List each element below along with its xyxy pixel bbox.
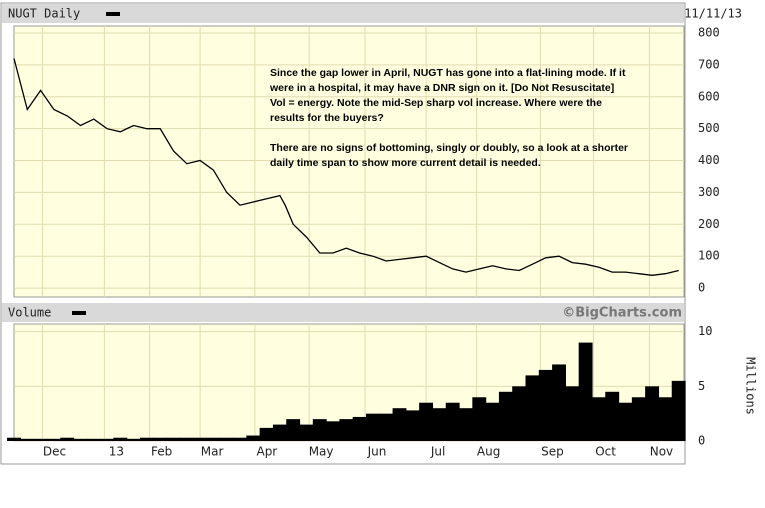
x-tick-label: 13 [109,445,124,459]
volume-bar [233,437,247,441]
volume-bar [498,391,513,441]
volume-bar [206,437,221,441]
x-tick-label: Nov [650,445,673,459]
volume-bar [219,437,234,441]
volume-bar [525,375,540,441]
volume-bar [126,438,141,441]
volume-bar [73,438,88,441]
price-plot [13,25,685,298]
volume-bar [671,380,686,441]
volume-bar [166,437,181,441]
volume-bar [33,438,48,441]
y-tick-label: 800 [698,26,720,40]
x-tick-label: Feb [151,445,172,459]
annotation: Since the gap lower in April, NUGT has g… [270,67,626,79]
volume-bar [153,437,168,441]
volume-bar [658,397,673,441]
volume-bar [286,419,301,441]
volume-bar [485,402,500,441]
volume-bar [100,438,115,441]
y-tick-label: 0 [698,434,705,448]
volume-bar [512,386,527,441]
volume-bar [565,386,580,441]
price-line [13,58,679,276]
volume-bar [432,408,447,441]
x-tick-label: Apr [256,445,277,459]
date-label: 11/11/13 [684,7,742,21]
x-tick-label: Dec [43,445,66,459]
volume-bar [618,402,633,441]
volume-bar [631,397,646,441]
volume-bar [419,402,434,441]
volume-bar [86,438,101,441]
x-tick-label: Mar [201,445,224,459]
volume-bar [259,427,274,441]
volume-bar [272,424,287,441]
volume-bar [179,437,194,441]
annotation: results for the buyers? [270,112,384,124]
y-tick-label: 600 [698,89,720,103]
annotation: Vol = energy. Note the mid-Sep sharp vol… [270,97,602,109]
volume-bar [392,408,407,441]
annotation: were in a hospital, it may have a DNR si… [269,82,614,94]
x-tick-label: Jun [367,445,387,459]
y-tick-label: 300 [698,185,720,199]
price-header [2,4,684,23]
volume-bar [591,397,606,441]
legend-icon [72,311,86,315]
chart-frame [0,2,686,465]
volume-header [2,303,684,322]
annotation: There are no signs of bottoming, singly … [270,142,628,154]
volume-bar [339,419,354,441]
x-tick-label: Oct [595,445,616,459]
volume-bar [538,369,553,441]
volume-bar [20,438,35,441]
x-tick-label: May [309,445,334,459]
volume-bar [379,413,394,441]
volume-bar [352,416,367,441]
volume-bar [645,386,660,441]
volume-bar [113,437,128,441]
volume-bar [46,438,61,441]
annotation: daily time span to show more current det… [270,157,541,169]
credit: ©BigCharts.com [562,306,682,321]
y-tick-label: 100 [698,249,720,263]
volume-bar [246,435,261,441]
volume-bar [365,413,380,441]
legend-icon [106,12,120,16]
volume-bar [445,402,460,441]
volume-bar [139,437,154,441]
volume-bar [7,437,21,441]
y-tick-label: 5 [698,379,705,393]
volume-bar [312,419,327,441]
y-axis-label: Millions [744,357,758,415]
volume-bar [299,424,314,441]
volume-title: Volume [8,306,51,320]
volume-bar [459,408,473,441]
y-tick-label: 700 [698,57,720,71]
y-tick-label: 400 [698,153,720,167]
volume-bar [578,342,593,441]
y-tick-label: 10 [698,324,712,338]
volume-bar [405,410,420,441]
volume-bar [552,364,566,441]
volume-bar [472,397,487,441]
y-tick-label: 200 [698,217,720,231]
volume-bar [193,437,208,441]
volume-bar [60,437,75,441]
x-tick-label: Sep [541,445,564,459]
y-tick-label: 0 [698,281,705,295]
chart-title: NUGT Daily [8,7,80,21]
volume-bar [326,421,340,441]
y-tick-label: 500 [698,121,720,135]
volume-bar [605,391,620,441]
x-tick-label: Jul [430,445,445,459]
x-tick-label: Aug [477,445,500,459]
